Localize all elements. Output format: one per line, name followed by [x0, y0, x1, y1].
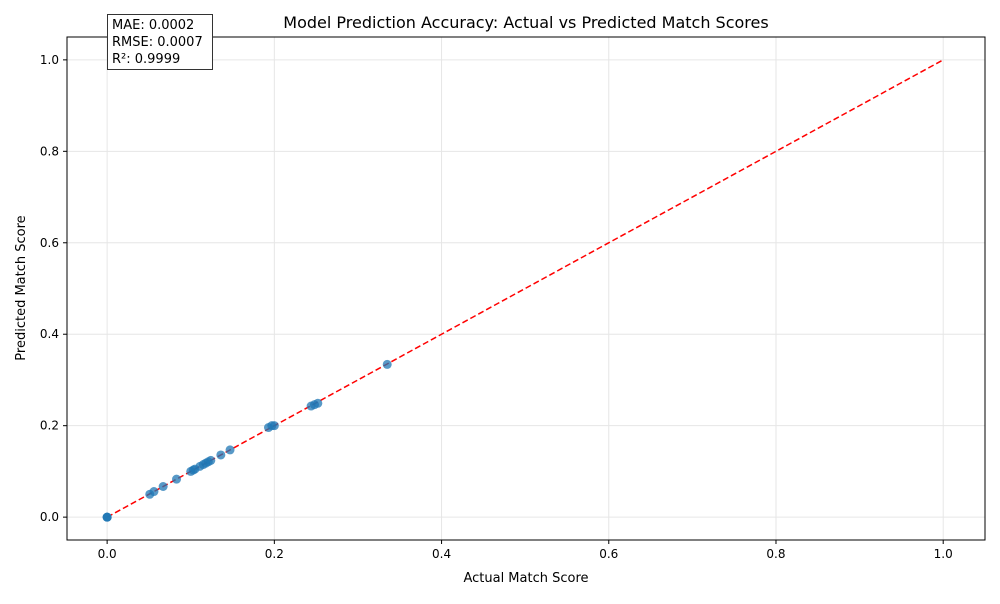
y-tick-label: 0.8 [40, 144, 59, 158]
y-tick-label: 0.2 [40, 419, 59, 433]
x-tick-label: 0.4 [432, 547, 451, 561]
y-tick-label: 1.0 [40, 53, 59, 67]
mae-text: MAE: 0.0002 [112, 18, 195, 33]
data-point [225, 445, 235, 455]
data-point [269, 421, 279, 431]
rmse-text: RMSE: 0.0007 [112, 35, 203, 50]
data-point [382, 359, 392, 369]
reference-line-layer [106, 59, 944, 518]
data-point [102, 512, 112, 522]
perfect-prediction-line [106, 59, 944, 518]
data-point [149, 487, 159, 497]
x-tick-label: 0.2 [265, 547, 284, 561]
data-point [313, 398, 323, 408]
metrics-box: MAE: 0.0002 RMSE: 0.0007 R²: 0.9999 [107, 14, 213, 70]
data-point [172, 474, 182, 484]
x-tick-label: 1.0 [934, 547, 953, 561]
y-tick-label: 0.4 [40, 327, 59, 341]
x-axis-ticks: 0.0 0.2 0.4 0.6 0.8 1.0 [98, 540, 953, 561]
plot-frame [66, 36, 986, 541]
data-point [206, 455, 216, 465]
y-axis-ticks: 0.0 0.2 0.4 0.6 0.8 1.0 [40, 53, 67, 524]
data-point [158, 481, 168, 491]
x-tick-label: 0.6 [599, 547, 618, 561]
x-tick-label: 0.0 [98, 547, 117, 561]
x-tick-label: 0.8 [766, 547, 785, 561]
y-axis-label: Predicted Match Score [14, 215, 29, 360]
grid-layer [67, 37, 985, 540]
data-point [216, 450, 226, 460]
x-axis-label: Actual Match Score [463, 571, 588, 586]
y-tick-label: 0.6 [40, 236, 59, 250]
chart-title: Model Prediction Accuracy: Actual vs Pre… [283, 13, 768, 32]
points-layer [102, 359, 392, 522]
r2-text: R²: 0.9999 [112, 52, 181, 67]
y-tick-label: 0.0 [40, 510, 59, 524]
